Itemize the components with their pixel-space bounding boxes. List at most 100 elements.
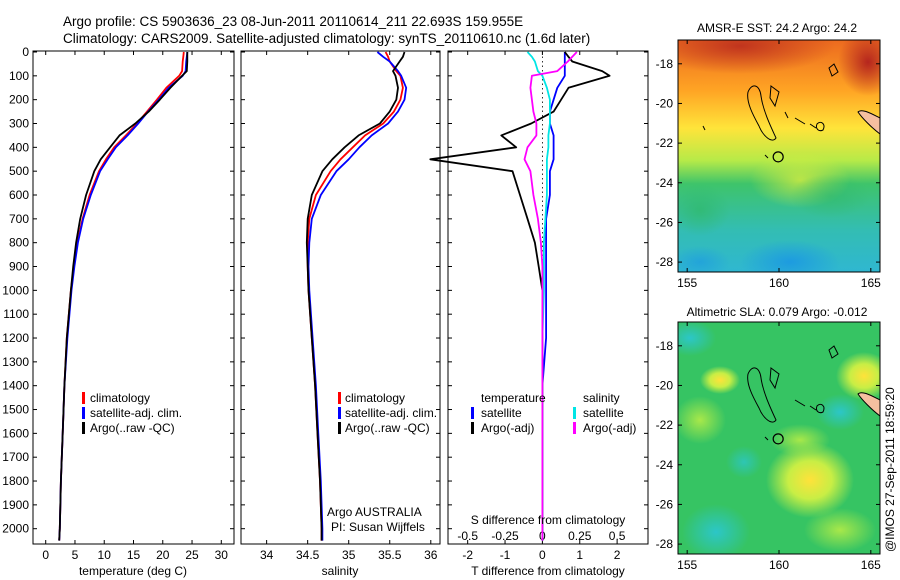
y-tick-label: 400 <box>9 140 29 154</box>
temperature-axes-frame <box>32 50 235 545</box>
legend-label-climatology: climatology <box>90 391 150 405</box>
sst-coastlines <box>702 63 839 159</box>
series-line-argo-raw-qc <box>305 51 406 541</box>
pi-annotation: PI: Susan Wijffels <box>331 520 425 534</box>
s-difference-label: S difference from climatology <box>471 513 626 527</box>
temperature-x-label: temperature (deg C) <box>79 564 187 578</box>
y-tick-label: 1700 <box>2 450 29 464</box>
y-tick-label: 1900 <box>2 498 29 512</box>
difference-panel: -2 -1 0 1 2 -0.5 -0.25 0 0.25 0.5 temperature sa… <box>429 50 649 578</box>
lat-tick-label: -26 <box>656 497 674 511</box>
salinity-axes-frame <box>240 50 441 545</box>
legend-label-s-satellite: satellite <box>583 406 624 420</box>
lon-tick-label: 160 <box>769 558 789 572</box>
title-line-2: Climatology: CARS2009. Satellite-adjuste… <box>63 31 590 46</box>
sla-map-title: Altimetric SLA: 0.079 Argo: -0.012 <box>687 305 868 319</box>
difference-axes-frame <box>447 50 649 545</box>
x-tick-label: 34 <box>260 548 274 562</box>
x-tick-label: 20 <box>156 548 170 562</box>
y-tick-label: 1100 <box>3 307 29 321</box>
lon-tick-label: 165 <box>861 558 881 572</box>
lat-tick-label: -24 <box>656 176 674 190</box>
s-tick-label: -0.25 <box>491 529 519 543</box>
sla-argo-location-marker <box>772 433 784 445</box>
lat-tick-label: -20 <box>656 378 674 392</box>
difference-legend: temperature salinity satellite Argo(-adj… <box>471 391 636 435</box>
sst-map-title: AMSR-E SST: 24.2 Argo: 24.2 <box>697 21 857 35</box>
series-line-salinity-argo-adj <box>523 51 578 541</box>
legend-swatch-climatology <box>338 392 341 404</box>
lat-tick-label: -18 <box>656 57 674 71</box>
y-tick-label: 300 <box>9 117 29 131</box>
legend-label-argo: Argo(..raw -QC) <box>345 421 430 435</box>
legend-swatch-s-satellite <box>573 407 576 419</box>
legend-swatch-climatology <box>82 392 85 404</box>
y-tick-label: 0 <box>22 45 29 59</box>
x-tick-label: 35 <box>342 548 356 562</box>
legend-swatch-argo <box>82 422 85 434</box>
y-tick-label: 700 <box>9 212 29 226</box>
legend-swatch-satellite-adj <box>338 407 341 419</box>
temperature-panel: 0100200300400500600700800900100011001200… <box>2 45 235 578</box>
y-tick-label: 1500 <box>2 403 29 417</box>
y-tick-label: 1200 <box>2 331 29 345</box>
lat-tick-label: -18 <box>656 339 674 353</box>
s-tick-label: 0.5 <box>609 529 626 543</box>
legend-label-climatology: climatology <box>345 391 405 405</box>
x-tick-label: 36 <box>424 548 438 562</box>
y-tick-label: 1800 <box>2 474 29 488</box>
legend-swatch-t-satellite <box>471 407 474 419</box>
y-tick-label: 2000 <box>2 522 29 536</box>
y-tick-label: 1000 <box>2 283 29 297</box>
sla-coastlines <box>747 345 839 441</box>
legend-header-temperature: temperature <box>481 391 546 405</box>
x-tick-label: 0 <box>42 548 49 562</box>
legend-swatch-argo <box>338 422 341 434</box>
legend-label-s-argo: Argo(-adj) <box>583 421 636 435</box>
s-tick-label: -0.5 <box>457 529 478 543</box>
legend-swatch-s-argo <box>573 422 576 434</box>
y-tick-label: 1400 <box>2 379 29 393</box>
lat-tick-label: -28 <box>656 537 674 551</box>
y-tick-label: 500 <box>9 164 29 178</box>
x-tick-label: 15 <box>127 548 141 562</box>
legend-swatch-satellite-adj <box>82 407 85 419</box>
sst-argo-location-marker <box>772 151 784 163</box>
lat-tick-label: -20 <box>656 96 674 110</box>
lat-tick-label: -24 <box>656 458 674 472</box>
legend-header-salinity: salinity <box>583 391 620 405</box>
lat-tick-label: -28 <box>656 255 674 269</box>
salinity-panel: 34 34.5 35 35.5 36 salinity climatology sate… <box>240 50 441 578</box>
lon-tick-label: 160 <box>769 276 789 290</box>
salinity-legend: climatology satellite-adj. clim. Argo(..… <box>338 391 437 435</box>
x-tick-label: 35.5 <box>378 548 402 562</box>
lat-tick-label: -22 <box>656 136 674 150</box>
y-tick-label: 900 <box>9 260 29 274</box>
legend-label-satellite-adj: satellite-adj. clim. <box>90 406 182 420</box>
y-tick-label: 600 <box>9 188 29 202</box>
x-tick-label: 34.5 <box>296 548 320 562</box>
lon-tick-label: 155 <box>677 276 697 290</box>
salinity-x-label: salinity <box>322 564 359 578</box>
lon-tick-label: 165 <box>861 276 881 290</box>
s-tick-label: 0.25 <box>568 529 592 543</box>
x-tick-label: 25 <box>185 548 199 562</box>
x-tick-label: 10 <box>98 548 112 562</box>
sla-field <box>678 322 880 554</box>
series-line-argo-raw-qc <box>58 52 189 541</box>
x-tick-label: 1 <box>576 548 583 562</box>
lat-tick-label: -26 <box>656 215 674 229</box>
x-tick-label: -1 <box>500 548 511 562</box>
sst-australia-coast <box>857 110 881 136</box>
legend-label-t-argo: Argo(-adj) <box>481 421 534 435</box>
title-line-1: Argo profile: CS 5903636_23 08-Jun-2011 … <box>63 14 523 29</box>
legend-label-satellite-adj: satellite-adj. clim. <box>345 406 437 420</box>
y-tick-label: 200 <box>9 93 29 107</box>
x-tick-label: 5 <box>72 548 79 562</box>
imos-timestamp: @IMOS 27-Sep-2011 18:59:20 <box>883 387 897 552</box>
lon-tick-label: 155 <box>677 558 697 572</box>
x-tick-label: -2 <box>462 548 473 562</box>
x-tick-label: 2 <box>614 548 621 562</box>
legend-label-argo: Argo(..raw -QC) <box>90 421 175 435</box>
